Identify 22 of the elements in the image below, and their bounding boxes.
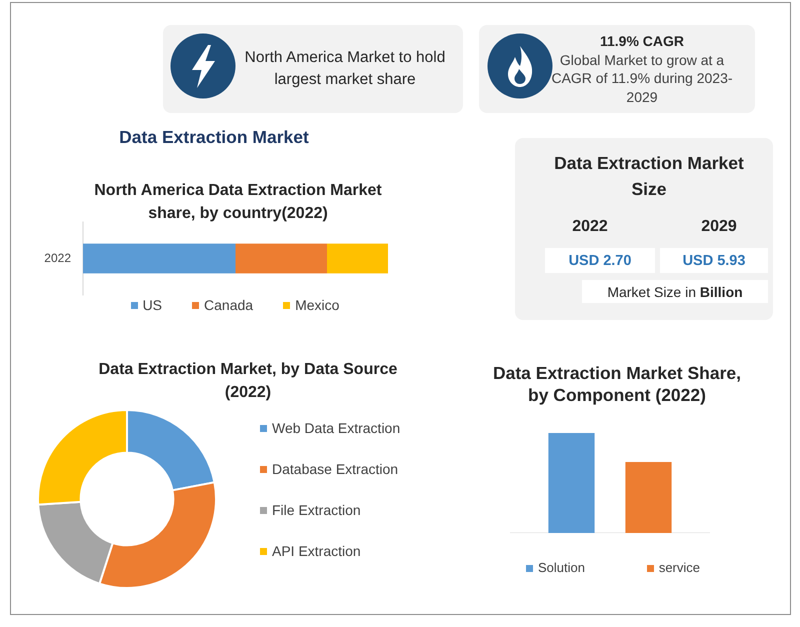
text: Global Market to grow at a CAGR of 11.9% during 2023-2029 <box>550 50 734 106</box>
text: 11.9% CAGR <box>598 32 686 51</box>
legend-label: API Extraction <box>272 543 361 559</box>
chart-title: Data Extraction Market <box>118 126 310 148</box>
text: USD 2.70 <box>568 252 632 268</box>
text: Data Extraction Market Size <box>553 152 745 201</box>
legend-label: US <box>142 297 162 313</box>
chart-subtitle: North America Data Extraction Market share, by country(2022) <box>93 180 383 224</box>
text: USD 5.93 <box>682 252 746 268</box>
text: North America Market to hold largest market share <box>244 48 446 90</box>
legend-label: service <box>658 560 700 576</box>
legend-label: Web Data Extraction <box>272 420 400 436</box>
text: Market Size in Billion <box>607 284 743 300</box>
legend-label: Database Extraction <box>272 461 398 477</box>
legend-label: Solution <box>538 560 585 576</box>
text: 2029 <box>701 218 737 236</box>
legend-label: Mexico <box>295 297 340 313</box>
legend-label: File Extraction <box>272 502 361 518</box>
chart-title: Data Extraction Market, by Data Source (2022) <box>98 360 398 402</box>
legend-label: Canada <box>204 297 254 313</box>
chart-title: Data Extraction Market Share, by Component (2022) <box>492 362 742 406</box>
text: 2022 <box>572 218 608 236</box>
